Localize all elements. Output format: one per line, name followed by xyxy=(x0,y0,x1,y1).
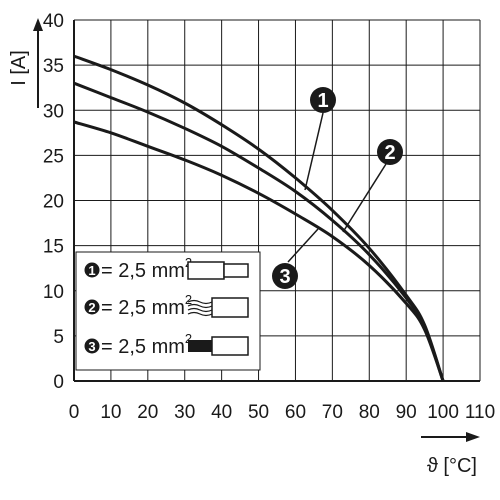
x-tick-80: 80 xyxy=(359,402,380,423)
legend-badge-2 xyxy=(84,299,100,315)
curve-marker-3-leader xyxy=(287,228,319,263)
curve-marker-3-badge xyxy=(272,263,298,289)
y-axis-arrow-head xyxy=(33,18,43,31)
x-tick-70: 70 xyxy=(322,402,343,423)
y-tick-0: 0 xyxy=(53,372,64,393)
y-tick-25: 25 xyxy=(43,146,64,167)
series-line-2 xyxy=(73,81,445,382)
tick-labels: 0 10 20 30 40 50 60 70 80 90 100 110 0 5 10 15 20 25 30 35 4… xyxy=(43,11,495,423)
legend-entry-1: 1 = 2,5 mm2 xyxy=(84,255,249,282)
legend-label-1: = 2,5 mm2 xyxy=(101,255,192,282)
y-tick-5: 5 xyxy=(53,327,64,348)
y-axis-title-group: I [A] xyxy=(8,18,43,108)
x-tick-90: 90 xyxy=(396,402,417,423)
grid xyxy=(73,19,481,382)
y-axis-title: I [A] xyxy=(8,50,30,86)
ferrule-icon xyxy=(187,261,249,280)
legend-entry-2: 2 = 2,5 mm2 xyxy=(84,292,249,319)
curve-marker-2-number: 2 xyxy=(384,142,395,164)
curve-marker-3-number: 3 xyxy=(279,266,290,288)
x-axis-title: ϑ [°C] xyxy=(427,455,477,477)
curve-marker-2-leader xyxy=(342,163,387,233)
curve-marker-2-badge xyxy=(377,139,403,165)
legend-label-2-superscript: 2 xyxy=(185,292,192,307)
y-tick-30: 30 xyxy=(43,101,64,122)
legend-badge-2-number: 2 xyxy=(88,300,95,315)
x-tick-30: 30 xyxy=(174,402,195,423)
y-tick-20: 20 xyxy=(43,192,64,213)
legend-badge-1-number: 1 xyxy=(88,263,95,278)
curve-marker-1-leader xyxy=(304,112,324,191)
x-tick-110: 110 xyxy=(465,402,495,423)
legend-entry-3: 3 = 2,5 mm2 xyxy=(84,331,249,358)
x-tick-10: 10 xyxy=(100,402,121,423)
series-line-3 xyxy=(73,120,445,382)
x-axis-arrow-head xyxy=(466,432,480,442)
stranded-wire-icon xyxy=(187,297,249,318)
series-line-1 xyxy=(73,54,445,382)
curve-marker-1: 1 xyxy=(304,87,336,191)
y-tick-35: 35 xyxy=(43,56,64,77)
legend: 1 = 2,5 mm2 2 = 2,5 mm2 3 = 2,5 mm2 xyxy=(75,251,261,371)
x-tick-20: 20 xyxy=(137,402,158,423)
legend-label-3: = 2,5 mm2 xyxy=(101,331,192,358)
y-tick-15: 15 xyxy=(43,237,64,258)
x-tick-40: 40 xyxy=(211,402,232,423)
legend-badge-3-number: 3 xyxy=(88,339,95,354)
legend-badge-3 xyxy=(84,338,100,354)
legend-label-1-text: = 2,5 mm xyxy=(101,260,185,282)
x-axis-title-group: ϑ [°C] xyxy=(421,432,480,477)
legend-label-3-superscript: 2 xyxy=(185,331,192,346)
x-tick-0: 0 xyxy=(69,402,80,423)
y-tick-10: 10 xyxy=(43,282,64,303)
legend-label-2-text: = 2,5 mm xyxy=(101,297,185,319)
legend-label-2: = 2,5 mm2 xyxy=(101,292,192,319)
curve-marker-2: 2 xyxy=(342,139,403,233)
insulated-ferrule-icon xyxy=(188,336,249,356)
curve-marker-1-number: 1 xyxy=(317,90,328,112)
y-tick-40: 40 xyxy=(43,11,64,32)
legend-badge-1 xyxy=(84,262,100,278)
x-tick-50: 50 xyxy=(248,402,269,423)
x-tick-100: 100 xyxy=(427,402,459,423)
curve-marker-3: 3 xyxy=(272,228,319,289)
curves xyxy=(73,54,445,382)
curve-marker-1-badge xyxy=(310,87,336,113)
legend-label-3-text: = 2,5 mm xyxy=(101,336,185,358)
x-tick-60: 60 xyxy=(285,402,306,423)
